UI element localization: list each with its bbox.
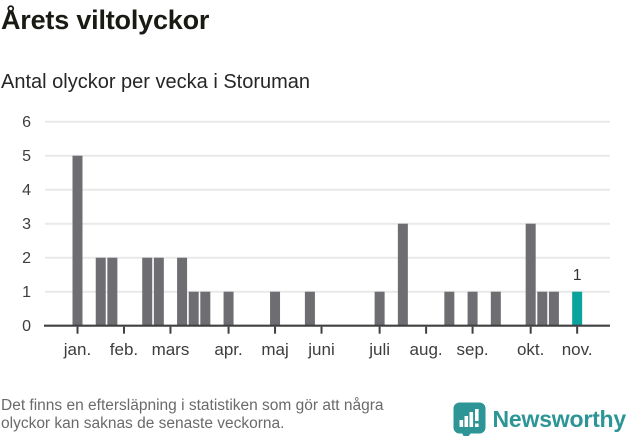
bar-week (270, 291, 281, 326)
bar-current-week (572, 291, 583, 326)
bar-week (548, 291, 559, 326)
x-axis-month-label: okt. (517, 340, 544, 359)
y-axis-tick-label: 0 (22, 318, 31, 335)
y-axis-tick-label: 4 (22, 182, 31, 199)
x-axis-month-label: maj (261, 340, 288, 359)
bar-week (537, 291, 548, 326)
bar-week (374, 291, 385, 326)
disclaimer-line: olyckor kan saknas de senaste veckorna. (1, 414, 285, 432)
x-axis-month-label: mars (152, 340, 190, 359)
newsworthy-logo-icon (453, 402, 486, 436)
x-axis-month-label: feb. (110, 340, 138, 359)
y-axis-tick-label: 6 (22, 114, 31, 131)
bar-week (72, 155, 83, 326)
bar-week (397, 223, 408, 326)
x-axis-month-label: nov. (562, 340, 593, 359)
disclaimer-line: Det finns en eftersläpning i statistiken… (1, 397, 384, 414)
bar-week (188, 291, 199, 326)
chart-subtitle: Antal olyckor per vecka i Storuman (1, 71, 311, 93)
bar-week (525, 223, 536, 326)
bar-week (304, 291, 315, 326)
disclaimer-text: Det finns en eftersläpning i statistiken… (1, 397, 384, 432)
current-value-annotation: 1 (573, 267, 582, 284)
y-axis-tick-label: 5 (22, 148, 31, 165)
x-axis-month-label: sep. (457, 340, 489, 359)
y-axis-tick-label: 2 (22, 250, 31, 267)
weekly-accidents-bar-chart: 0 1 2 3 4 5 6 jan. feb. mars apr. maj juni juli aug. se… (22, 114, 610, 359)
bar-week (223, 291, 234, 326)
y-axis-tick-label: 3 (22, 216, 31, 233)
bar-week (490, 291, 501, 326)
bar-week (467, 291, 478, 326)
x-axis-month-label: juni (307, 340, 334, 359)
bar-week (444, 291, 455, 326)
newsworthy-logo-text: Newsworthy (492, 405, 627, 432)
x-axis-month-label: aug. (410, 340, 443, 359)
bar-week (95, 257, 106, 326)
bar-week (142, 257, 153, 326)
x-axis-month-label: jan. (63, 340, 91, 359)
y-axis-tick-label: 1 (22, 284, 31, 301)
x-axis-month-label: juli (368, 340, 390, 359)
newsworthy-logo: Newsworthy (453, 402, 626, 436)
bar-week (107, 257, 118, 326)
bar-week (153, 257, 164, 326)
bar-week (177, 257, 188, 326)
bar-week (200, 291, 211, 326)
x-axis-month-label: apr. (214, 340, 242, 359)
page-title: Årets viltolyckor (1, 5, 210, 35)
